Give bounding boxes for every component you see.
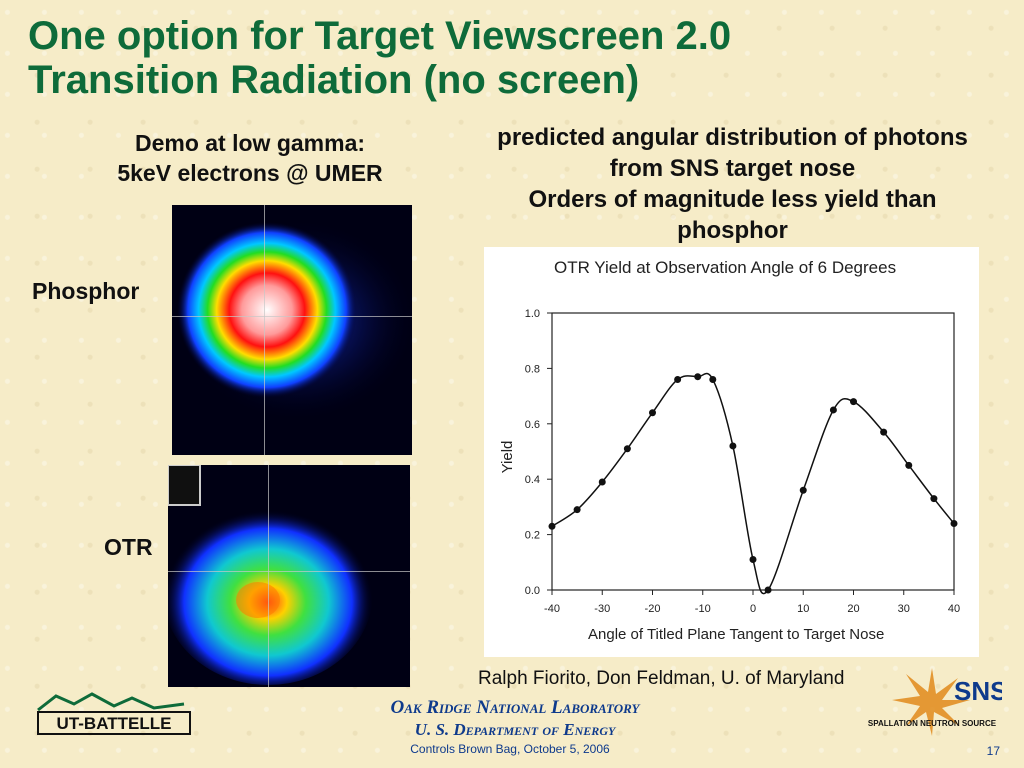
- data-point: [649, 409, 656, 417]
- demo-caption: Demo at low gamma: 5keV electrons @ UMER: [60, 128, 440, 188]
- phosphor-beam-image: [172, 205, 412, 455]
- phosphor-heatmap: [177, 220, 412, 420]
- pred-line-3: Orders of magnitude less yield than: [528, 186, 937, 213]
- chart-ylabel: Yield: [499, 441, 516, 474]
- x-tick-label: -10: [695, 603, 711, 615]
- pred-line-4: phosphor: [677, 217, 788, 244]
- sns-logo: SNS SPALLATION NEUTRON SOURCE: [862, 660, 1007, 740]
- chart-svg: OTR Yield at Observation Angle of 6 Degr…: [499, 258, 960, 643]
- sns-burst-icon: SNS SPALLATION NEUTRON SOURCE: [868, 668, 1007, 736]
- crosshair-vertical: [264, 205, 265, 455]
- data-point: [850, 398, 857, 406]
- slide-title: One option for Target Viewscreen 2.0 Tra…: [28, 14, 928, 102]
- otr-beam-image: [168, 465, 410, 687]
- title-line-1: One option for Target Viewscreen 2.0: [28, 14, 732, 58]
- y-tick-label: 1.0: [525, 308, 540, 320]
- data-point: [905, 461, 913, 469]
- footer-text: Controls Brown Bag, October 5, 2006: [410, 742, 610, 756]
- org-block: Oak Ridge National Laboratory U. S. Depa…: [300, 697, 730, 741]
- data-point: [623, 445, 631, 453]
- org-line-2: U. S. Department of Energy: [414, 720, 616, 739]
- crosshair-vertical: [268, 465, 269, 687]
- y-tick-label: 0.6: [525, 419, 540, 431]
- data-point: [829, 406, 837, 414]
- title-line-2: Transition Radiation (no screen): [28, 58, 640, 102]
- x-tick-label: 30: [898, 603, 910, 615]
- x-tick-label: 0: [750, 603, 756, 615]
- logo-left-text: UT-BATTELLE: [57, 714, 172, 733]
- data-point: [950, 520, 958, 528]
- pred-line-2: from SNS target nose: [609, 155, 856, 182]
- data-point: [880, 428, 888, 436]
- y-tick-label: 0.8: [525, 363, 540, 375]
- data-point: [930, 495, 938, 503]
- y-tick-label: 0.2: [525, 530, 540, 542]
- data-point: [548, 522, 556, 530]
- data-point: [573, 506, 581, 514]
- y-tick-label: 0.4: [525, 474, 540, 486]
- data-point: [598, 478, 606, 486]
- data-point: [729, 442, 737, 450]
- x-tick-label: -40: [544, 603, 560, 615]
- ut-battelle-logo: UT-BATTELLE: [34, 688, 194, 740]
- credit-text: Ralph Fiorito, Don Feldman, U. of Maryla…: [478, 668, 845, 689]
- crosshair-horizontal: [172, 316, 412, 317]
- org-line-1: Oak Ridge National Laboratory: [390, 697, 640, 718]
- otr-heatmap: [168, 465, 373, 685]
- chart-title: OTR Yield at Observation Angle of 6 Degr…: [554, 258, 896, 277]
- plot-frame: [551, 312, 955, 591]
- page-number: 17: [986, 744, 1000, 758]
- data-point: [749, 556, 757, 564]
- data-point: [694, 373, 702, 381]
- otr-yield-chart: OTR Yield at Observation Angle of 6 Degr…: [484, 247, 979, 657]
- y-tick-label: 0.0: [525, 585, 540, 597]
- mountain-icon: UT-BATTELLE: [37, 692, 191, 735]
- prediction-caption: predicted angular distribution of photon…: [445, 122, 1020, 246]
- x-tick-label: 10: [797, 603, 809, 615]
- pred-line-1: predicted angular distribution of photon…: [497, 124, 968, 151]
- logo-right-subtext: SPALLATION NEUTRON SOURCE: [868, 719, 997, 728]
- data-point: [764, 586, 772, 594]
- otr-label: OTR: [104, 534, 153, 560]
- x-tick-label: 20: [847, 603, 859, 615]
- chart-xlabel: Angle of Titled Plane Tangent to Target …: [588, 626, 884, 643]
- demo-line-1: Demo at low gamma:: [134, 130, 366, 156]
- x-tick-label: 40: [948, 603, 960, 615]
- crosshair-horizontal: [168, 571, 410, 572]
- data-point: [799, 486, 807, 494]
- logo-right-text: SNS: [954, 676, 1002, 706]
- data-point: [674, 375, 682, 383]
- phosphor-label: Phosphor: [32, 278, 140, 304]
- x-tick-label: -20: [645, 603, 661, 615]
- x-tick-label: -30: [594, 603, 610, 615]
- data-point: [709, 375, 717, 383]
- demo-line-2: 5keV electrons @ UMER: [117, 160, 383, 186]
